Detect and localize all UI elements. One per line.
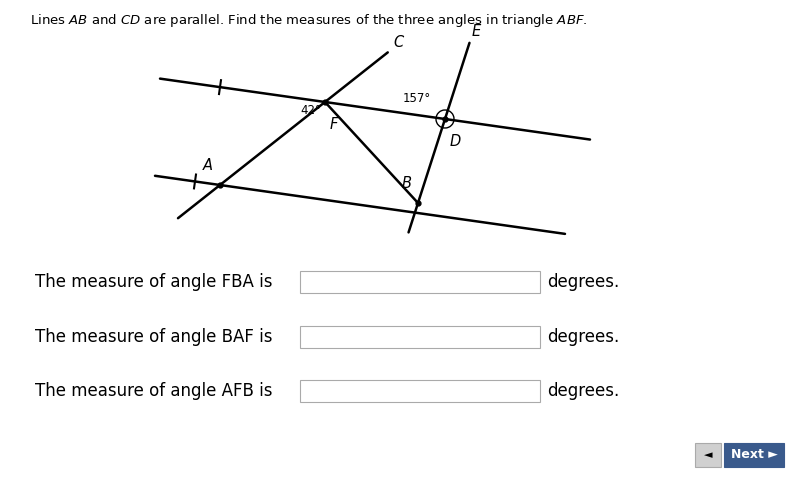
Text: $F$: $F$ bbox=[329, 116, 339, 132]
FancyBboxPatch shape bbox=[300, 380, 540, 402]
Text: $D$: $D$ bbox=[449, 133, 462, 149]
Text: $C$: $C$ bbox=[393, 35, 405, 50]
FancyBboxPatch shape bbox=[724, 443, 784, 467]
Text: 42°: 42° bbox=[300, 104, 321, 117]
Text: Next ►: Next ► bbox=[730, 449, 778, 462]
FancyBboxPatch shape bbox=[300, 271, 540, 293]
Text: ◄: ◄ bbox=[704, 450, 712, 460]
Text: Lines $\mathit{AB}$ and $\mathit{CD}$ are parallel. Find the measures of the thr: Lines $\mathit{AB}$ and $\mathit{CD}$ ar… bbox=[30, 12, 587, 29]
Text: The measure of angle BAF is: The measure of angle BAF is bbox=[35, 328, 273, 346]
Text: degrees.: degrees. bbox=[547, 328, 619, 346]
Text: 157°: 157° bbox=[403, 92, 431, 105]
Text: $E$: $E$ bbox=[471, 23, 482, 39]
Text: degrees.: degrees. bbox=[547, 382, 619, 400]
Text: The measure of angle FBA is: The measure of angle FBA is bbox=[35, 273, 273, 291]
Text: $A$: $A$ bbox=[202, 157, 214, 173]
Text: degrees.: degrees. bbox=[547, 273, 619, 291]
FancyBboxPatch shape bbox=[695, 443, 721, 467]
Text: The measure of angle AFB is: The measure of angle AFB is bbox=[35, 382, 273, 400]
FancyBboxPatch shape bbox=[300, 326, 540, 348]
Text: $B$: $B$ bbox=[401, 175, 412, 191]
